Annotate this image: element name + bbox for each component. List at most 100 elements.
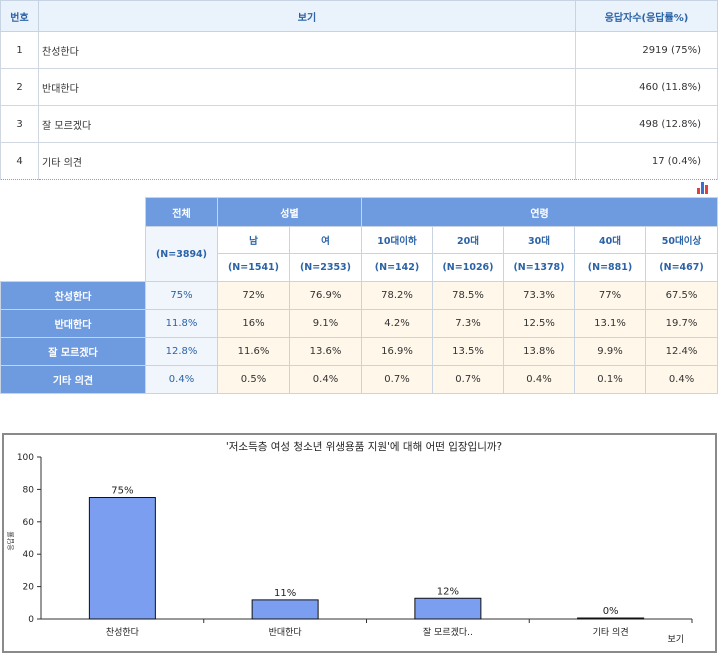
- row-option: 기타 의견: [38, 142, 576, 180]
- row-label: 잘 모르겠다: [0, 337, 146, 366]
- table-row: 잘 모르겠다 12.8% 11.6% 13.6% 16.9% 13.5% 13.…: [0, 337, 719, 366]
- bar: [577, 617, 645, 620]
- row-num: 1: [0, 31, 39, 69]
- chart-xlabel: 보기: [667, 634, 684, 645]
- table-row: 2 반대한다 460 (11.8%): [0, 68, 718, 106]
- value-cell: 0.4%: [289, 365, 362, 394]
- y-tick-label: 80: [23, 485, 35, 495]
- data-label: 75%: [111, 486, 133, 497]
- value-cell: 13.8%: [503, 337, 575, 366]
- value-cell: 19.7%: [644, 309, 719, 338]
- y-tick-label: 40: [23, 550, 35, 560]
- value-cell: 0.4%: [644, 365, 719, 394]
- table-row: 1 찬성한다 2919 (75%): [0, 31, 718, 69]
- value-cell: 76.9%: [289, 281, 362, 310]
- value-cell: 0.5%: [217, 365, 290, 394]
- total-cell: 11.8%: [145, 309, 218, 338]
- results-table-header: 번호 보기 응답자수(응답률%): [0, 0, 718, 32]
- row-label: 찬성한다: [0, 281, 146, 310]
- header-num: 번호: [0, 0, 39, 32]
- y-tick-label: 100: [17, 453, 34, 463]
- col-n: (N=1541): [217, 253, 290, 282]
- col-label: 40대: [574, 226, 646, 254]
- bar: [251, 599, 319, 620]
- total-n: (N=3894): [145, 226, 218, 282]
- row-option: 잘 모르겠다: [38, 105, 576, 143]
- row-num: 3: [0, 105, 39, 143]
- table-row: 찬성한다 75% 72% 76.9% 78.2% 78.5% 73.3% 77%…: [0, 281, 719, 310]
- bar-chart-icon[interactable]: [697, 182, 711, 194]
- value-cell: 7.3%: [432, 309, 504, 338]
- data-label: 11%: [274, 588, 296, 599]
- y-tick-label: 0: [28, 615, 34, 625]
- data-label: 12%: [437, 586, 459, 597]
- header-option: 보기: [38, 0, 576, 32]
- total-cell: 0.4%: [145, 365, 218, 394]
- col-n: (N=1378): [503, 253, 575, 282]
- value-cell: 0.7%: [432, 365, 504, 394]
- age-header: 연령: [360, 197, 719, 227]
- value-cell: 0.4%: [503, 365, 575, 394]
- value-cell: 77%: [574, 281, 646, 310]
- col-label: 10대이하: [361, 226, 433, 254]
- row-option: 찬성한다: [38, 31, 576, 69]
- col-label: 남: [217, 226, 290, 254]
- table-row: 3 잘 모르겠다 498 (12.8%): [0, 105, 718, 143]
- row-option: 반대한다: [38, 68, 576, 106]
- row-label: 반대한다: [0, 309, 146, 338]
- gender-header: 성별: [217, 197, 362, 227]
- col-label: 20대: [432, 226, 504, 254]
- x-tick-label: 반대한다: [269, 627, 303, 638]
- col-n: (N=2353): [289, 253, 362, 282]
- row-num: 2: [0, 68, 39, 106]
- bar: [88, 497, 156, 620]
- value-cell: 73.3%: [503, 281, 575, 310]
- total-cell: 12.8%: [145, 337, 218, 366]
- table-row: 4 기타 의견 17 (0.4%): [0, 142, 718, 180]
- value-cell: 9.1%: [289, 309, 362, 338]
- table-row: 반대한다 11.8% 16% 9.1% 4.2% 7.3% 12.5% 13.1…: [0, 309, 719, 338]
- value-cell: 0.7%: [361, 365, 433, 394]
- row-count: 2919 (75%): [575, 31, 718, 69]
- value-cell: 13.5%: [432, 337, 504, 366]
- value-cell: 13.6%: [289, 337, 362, 366]
- x-tick-label: 찬성한다: [106, 627, 140, 638]
- chart-ylabel: 응답률: [6, 531, 15, 551]
- value-cell: 78.5%: [432, 281, 504, 310]
- crosstab-corner: [0, 197, 146, 282]
- bar: [414, 597, 482, 620]
- header-count: 응답자수(응답률%): [575, 0, 718, 32]
- y-tick-label: 60: [23, 518, 35, 528]
- results-table: 번호 보기 응답자수(응답률%) 1 찬성한다 2919 (75%) 2 반대한…: [0, 0, 718, 180]
- value-cell: 72%: [217, 281, 290, 310]
- col-n: (N=142): [361, 253, 433, 282]
- row-label: 기타 의견: [0, 365, 146, 394]
- value-cell: 4.2%: [361, 309, 433, 338]
- bar-chart: '저소득층 여성 청소년 위생용품 지원'에 대해 어떤 입장입니까? 보기 응…: [2, 433, 717, 653]
- total-header: 전체: [145, 197, 218, 227]
- crosstab-table: 전체 성별 연령 (N=3894) 남 여 10대이하 20대 30대 40대 …: [0, 197, 719, 394]
- chart-title: '저소득층 여성 청소년 위생용품 지원'에 대해 어떤 입장입니까?: [226, 440, 502, 453]
- value-cell: 13.1%: [574, 309, 646, 338]
- col-label: 여: [289, 226, 362, 254]
- value-cell: 0.1%: [574, 365, 646, 394]
- table-row: 기타 의견 0.4% 0.5% 0.4% 0.7% 0.7% 0.4% 0.1%…: [0, 365, 719, 394]
- value-cell: 12.4%: [644, 337, 719, 366]
- value-cell: 12.5%: [503, 309, 575, 338]
- value-cell: 9.9%: [574, 337, 646, 366]
- row-count: 460 (11.8%): [575, 68, 718, 106]
- col-label: 30대: [503, 226, 575, 254]
- value-cell: 78.2%: [361, 281, 433, 310]
- x-tick-label: 잘 모르겠다..: [423, 626, 473, 638]
- x-tick-label: 기타 의견: [593, 626, 629, 638]
- value-cell: 16.9%: [361, 337, 433, 366]
- data-label: 0%: [603, 606, 619, 617]
- col-n: (N=467): [644, 253, 719, 282]
- row-count: 498 (12.8%): [575, 105, 718, 143]
- value-cell: 16%: [217, 309, 290, 338]
- y-tick-label: 20: [23, 583, 35, 593]
- col-n: (N=1026): [432, 253, 504, 282]
- row-count: 17 (0.4%): [575, 142, 718, 180]
- value-cell: 11.6%: [217, 337, 290, 366]
- col-n: (N=881): [574, 253, 646, 282]
